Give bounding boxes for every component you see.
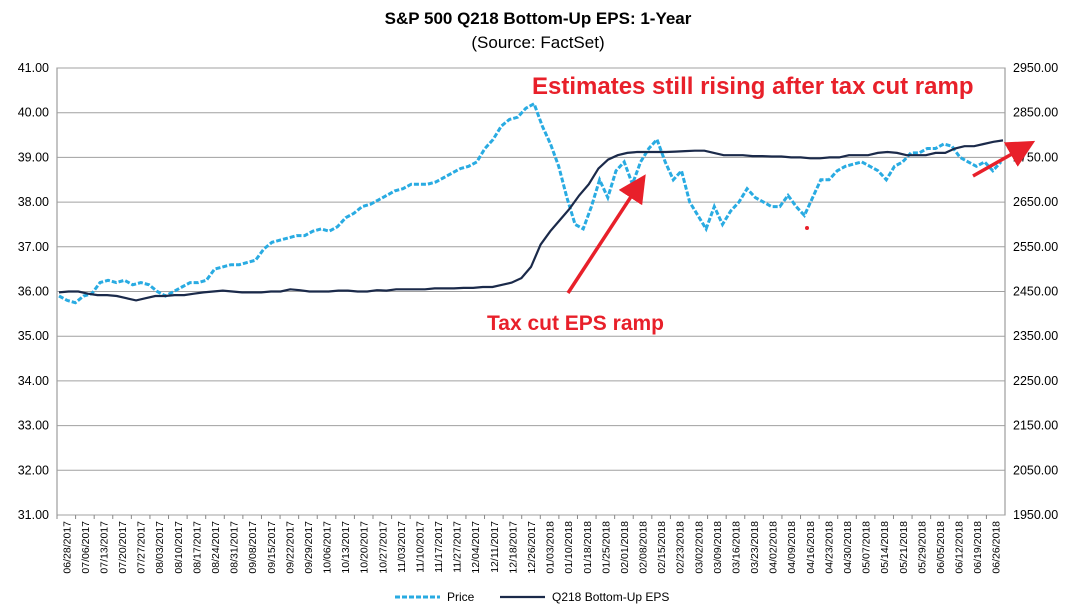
chart-title: S&P 500 Q218 Bottom-Up EPS: 1-Year	[385, 9, 692, 28]
x-tick-label: 10/27/2017	[377, 521, 389, 574]
legend-eps-label: Q218 Bottom-Up EPS	[552, 590, 669, 604]
legend: Price Q218 Bottom-Up EPS	[395, 590, 669, 604]
x-tick-label: 05/14/2018	[879, 521, 891, 574]
x-tick-label: 04/30/2018	[842, 521, 854, 574]
x-tick-label: 11/27/2017	[452, 521, 464, 573]
x-tick-label: 04/16/2018	[805, 521, 817, 574]
x-tick-label: 05/29/2018	[916, 521, 928, 574]
x-tick-label: 01/10/2018	[563, 521, 575, 574]
x-tick-label: 04/09/2018	[786, 521, 798, 574]
legend-price-label: Price	[447, 590, 475, 604]
series-price-line	[58, 101, 1003, 305]
left-axis: 31.00 32.00 33.00 34.00 35.00 36.00 37.00 38.00…	[18, 61, 49, 522]
x-tick-label: 02/01/2018	[619, 521, 631, 574]
x-tick-label: 03/23/2018	[749, 521, 761, 574]
right-tick-label: 2750.00	[1013, 150, 1058, 164]
x-tick-label: 09/22/2017	[284, 521, 296, 574]
left-tick-label: 33.00	[18, 419, 49, 433]
x-tick-label: 02/15/2018	[656, 521, 668, 574]
right-tick-label: 2950.00	[1013, 61, 1058, 75]
x-tick-label: 07/06/2017	[80, 521, 92, 574]
x-tick-label: 12/04/2017	[470, 521, 482, 574]
right-tick-label: 2250.00	[1013, 374, 1058, 388]
x-tick-label: 11/03/2017	[396, 521, 408, 573]
x-tick-label: 08/17/2017	[191, 521, 203, 574]
x-tick-label: 05/21/2018	[898, 521, 910, 574]
x-tick-label: 06/12/2018	[954, 521, 966, 574]
left-tick-label: 32.00	[18, 463, 49, 477]
right-tick-label: 2350.00	[1013, 329, 1058, 343]
x-tick-label: 10/13/2017	[340, 521, 352, 574]
x-tick-label: 06/28/2017	[61, 521, 73, 574]
annotation-tax-cut-ramp: Tax cut EPS ramp	[487, 312, 664, 335]
right-tick-label: 1950.00	[1013, 508, 1058, 522]
annotation-estimates-rising: Estimates still rising after tax cut ram…	[532, 73, 973, 100]
left-tick-label: 34.00	[18, 374, 49, 388]
right-tick-label: 2050.00	[1013, 463, 1058, 477]
x-tick-label: 09/08/2017	[247, 521, 259, 574]
series-eps-line	[58, 139, 1004, 302]
x-tick-label: 01/18/2018	[582, 521, 594, 574]
x-tick-label: 09/29/2017	[303, 521, 315, 574]
x-tick-label: 10/06/2017	[322, 521, 334, 574]
x-tick-label: 11/17/2017	[433, 521, 445, 573]
x-tick-label: 12/11/2017	[489, 521, 501, 573]
x-tick-label: 06/26/2018	[991, 521, 1003, 574]
x-tick-label: 10/20/2017	[359, 521, 371, 574]
x-tick-label: 02/08/2018	[638, 521, 650, 574]
x-tick-label: 07/20/2017	[117, 521, 129, 574]
x-tick-label: 03/09/2018	[712, 521, 724, 574]
x-tick-label: 04/02/2018	[768, 521, 780, 574]
arrow-estimates	[972, 140, 1036, 178]
x-tick-label: 06/05/2018	[935, 521, 947, 574]
right-tick-label: 2150.00	[1013, 419, 1058, 433]
right-axis: 1950.00 2050.00 2150.00 2250.00 2350.00 2450.…	[1013, 61, 1058, 522]
left-tick-label: 41.00	[18, 61, 49, 75]
chart-subtitle: (Source: FactSet)	[471, 33, 604, 52]
x-tick-label: 08/10/2017	[173, 521, 185, 574]
left-tick-label: 40.00	[18, 106, 49, 120]
x-tick-label: 08/31/2017	[229, 521, 241, 574]
x-tick-label: 04/23/2018	[823, 521, 835, 574]
x-tick-label: 12/18/2017	[507, 521, 519, 574]
x-tick-label: 03/16/2018	[730, 521, 742, 574]
gridlines	[57, 67, 1005, 516]
x-tick-label: 02/23/2018	[675, 521, 687, 574]
left-tick-label: 37.00	[18, 240, 49, 254]
x-tick-label: 09/15/2017	[266, 521, 278, 574]
x-tick-label: 11/10/2017	[414, 521, 426, 573]
left-tick-label: 39.00	[18, 150, 49, 164]
x-tick-label: 05/07/2018	[861, 521, 873, 574]
left-tick-label: 35.00	[18, 329, 49, 343]
x-tick-label: 06/19/2018	[972, 521, 984, 574]
x-tick-label: 12/26/2017	[526, 521, 538, 574]
x-tick-label: 08/03/2017	[154, 521, 166, 574]
arrow-tax-cut	[566, 174, 646, 294]
x-tick-label: 07/27/2017	[136, 521, 148, 574]
left-tick-label: 31.00	[18, 508, 49, 522]
right-tick-label: 2450.00	[1013, 285, 1058, 299]
x-tick-label: 07/13/2017	[98, 521, 110, 574]
right-tick-label: 2550.00	[1013, 240, 1058, 254]
right-tick-label: 2650.00	[1013, 195, 1058, 209]
red-dot	[805, 226, 809, 230]
right-tick-label: 2850.00	[1013, 106, 1058, 120]
x-axis: 06/28/2017 07/06/2017 07/13/2017 07/20/2017…	[56, 515, 1003, 574]
left-tick-label: 36.00	[18, 285, 49, 299]
x-tick-label: 01/03/2018	[545, 521, 557, 574]
left-tick-label: 38.00	[18, 195, 49, 209]
x-tick-label: 03/02/2018	[693, 521, 705, 574]
x-tick-label: 01/25/2018	[600, 521, 612, 574]
x-tick-label: 08/24/2017	[210, 521, 222, 574]
